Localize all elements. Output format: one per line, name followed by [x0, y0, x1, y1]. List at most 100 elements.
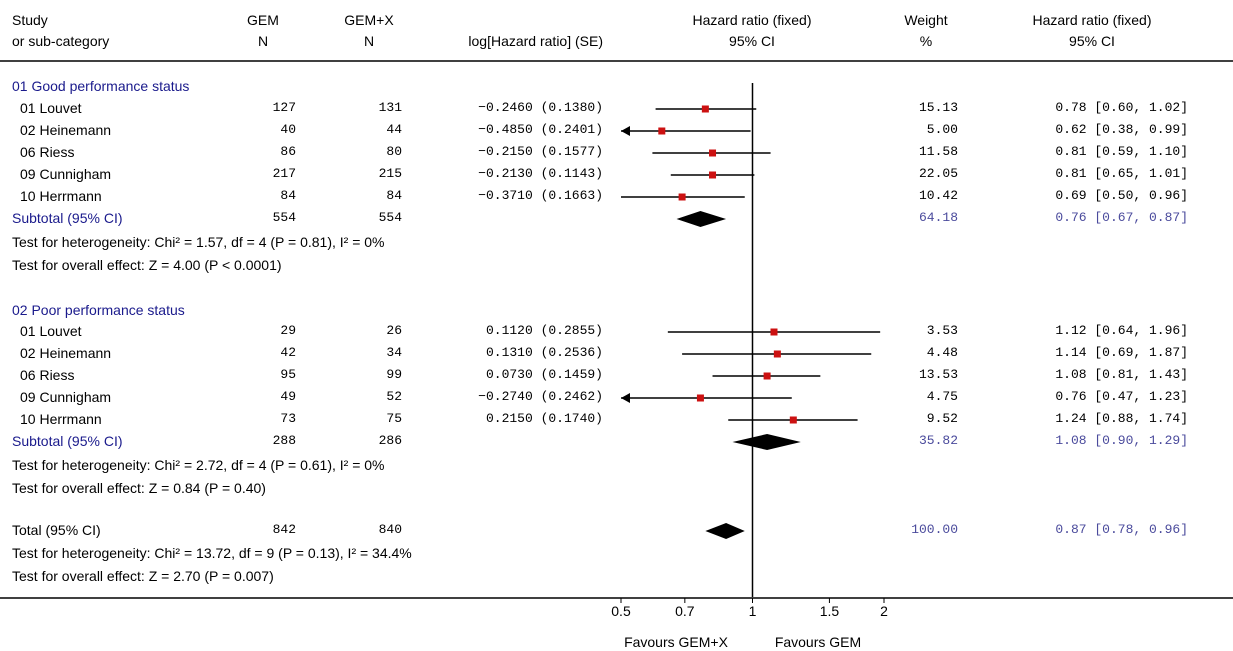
study-gemx-n: 44 — [386, 122, 402, 137]
x-tick-label: 2 — [880, 603, 888, 619]
header-loghr: log[Hazard ratio] (SE) — [468, 33, 603, 49]
study-loghr: −0.2130 (0.1143) — [478, 166, 603, 181]
study-weight: 10.42 — [918, 188, 958, 203]
header-gemx: GEM+X — [344, 12, 394, 28]
header-gemx-n: N — [363, 33, 375, 49]
x-tick-label: 1 — [748, 603, 757, 619]
study-hr-ci: 0.81 [0.65, 1.01] — [1055, 166, 1188, 181]
study-name: 02 Heinemann — [20, 122, 112, 138]
study-loghr: −0.3710 (0.1663) — [478, 188, 603, 203]
subtotal-gemx-n: 286 — [378, 433, 402, 448]
study-name: 10 Herrmann — [20, 188, 102, 204]
header-ci95: 95% CI — [729, 33, 775, 49]
subtotal-gemx-n: 554 — [378, 210, 402, 225]
header-gem-n: N — [257, 33, 269, 49]
subtotal-hr-ci: 0.76 [0.67, 0.87] — [1055, 210, 1188, 225]
subtotal-gem-n: 554 — [272, 210, 296, 225]
study-hr-ci: 0.78 [0.60, 1.02] — [1055, 100, 1188, 115]
study-gem-n: 95 — [280, 367, 296, 382]
x-tick-label: 1.5 — [819, 603, 840, 619]
subtotal-label: Subtotal (95% CI) — [12, 433, 123, 449]
subtotal-hr-ci: 1.08 [0.90, 1.29] — [1055, 433, 1188, 448]
study-name: 10 Herrmann — [20, 411, 102, 427]
subtotal-weight: 64.18 — [918, 210, 958, 225]
x-tick-label: 0.7 — [675, 603, 695, 619]
study-gem-n: 217 — [272, 166, 296, 181]
subtotal-diamond — [676, 211, 727, 227]
study-gemx-n: 131 — [378, 100, 402, 115]
ci-arrow-left — [621, 393, 630, 403]
favours-left-label: Favours GEM+X — [624, 634, 728, 650]
study-name: 06 Riess — [20, 144, 75, 160]
point-estimate — [789, 416, 797, 424]
study-gemx-n: 84 — [386, 188, 402, 203]
study-gemx-n: 80 — [386, 144, 402, 159]
study-loghr: 0.2150 (0.1740) — [485, 411, 603, 426]
point-estimate — [678, 193, 686, 201]
total-gem-n: 842 — [272, 522, 296, 537]
study-gem-n: 29 — [280, 323, 296, 338]
study-weight: 22.05 — [918, 166, 958, 181]
study-weight: 5.00 — [926, 122, 958, 137]
subtotal-weight: 35.82 — [918, 433, 958, 448]
study-loghr: −0.2740 (0.2462) — [478, 389, 603, 404]
group-title: 01 Good performance status — [12, 78, 190, 94]
point-estimate — [709, 171, 717, 179]
subtotal-label: Subtotal (95% CI) — [12, 210, 123, 226]
header-hr-fixed-2: Hazard ratio (fixed) — [1032, 12, 1152, 28]
x-tick-label: 0.5 — [611, 603, 631, 619]
study-loghr: 0.1120 (0.2855) — [485, 323, 603, 338]
total-label: Total (95% CI) — [12, 522, 101, 538]
study-gemx-n: 34 — [386, 345, 402, 360]
study-loghr: −0.2150 (0.1577) — [478, 144, 603, 159]
study-weight: 11.58 — [918, 144, 958, 159]
study-name: 02 Heinemann — [20, 345, 112, 361]
point-estimate — [709, 149, 717, 157]
study-hr-ci: 1.08 [0.81, 1.43] — [1055, 367, 1188, 382]
study-hr-ci: 0.81 [0.59, 1.10] — [1055, 144, 1188, 159]
study-hr-ci: 1.24 [0.88, 1.74] — [1055, 411, 1188, 426]
study-gemx-n: 75 — [386, 411, 402, 426]
study-weight: 13.53 — [918, 367, 958, 382]
study-name: 01 Louvet — [20, 100, 82, 116]
point-estimate — [658, 127, 666, 135]
study-gem-n: 40 — [280, 122, 296, 137]
group-title: 02 Poor performance status — [12, 302, 185, 318]
study-gem-n: 84 — [280, 188, 296, 203]
study-hr-ci: 0.76 [0.47, 1.23] — [1055, 389, 1188, 404]
study-name: 09 Cunnigham — [20, 389, 112, 405]
total-diamond — [705, 523, 745, 539]
header-subcategory: or sub-category — [12, 33, 110, 49]
total-gemx-n: 840 — [378, 522, 402, 537]
study-loghr: 0.0730 (0.1459) — [485, 367, 603, 382]
point-estimate — [773, 350, 781, 358]
favours-right-label: Favours GEM — [774, 634, 862, 650]
study-weight: 15.13 — [918, 100, 958, 115]
study-loghr: −0.2460 (0.1380) — [478, 100, 603, 115]
overall-effect-test: Test for overall effect: Z = 0.84 (P = 0… — [12, 480, 266, 496]
study-gem-n: 49 — [280, 389, 296, 404]
study-gemx-n: 26 — [386, 323, 402, 338]
study-weight: 4.75 — [926, 389, 958, 404]
study-name: 09 Cunnigham — [20, 166, 112, 182]
study-hr-ci: 1.14 [0.69, 1.87] — [1055, 345, 1188, 360]
ci-arrow-left — [621, 126, 630, 136]
header-study: Study — [12, 12, 48, 28]
study-gemx-n: 99 — [386, 367, 402, 382]
study-hr-ci: 1.12 [0.64, 1.96] — [1055, 323, 1188, 338]
overall-effect-test: Test for overall effect: Z = 4.00 (P < 0… — [12, 257, 282, 273]
point-estimate — [696, 394, 704, 402]
total-overall-effect-test: Test for overall effect: Z = 2.70 (P = 0… — [12, 568, 274, 584]
study-gem-n: 42 — [280, 345, 296, 360]
study-gem-n: 73 — [280, 411, 296, 426]
study-loghr: 0.1310 (0.2536) — [485, 345, 603, 360]
total-hr-ci: 0.87 [0.78, 0.96] — [1055, 522, 1188, 537]
header-weight-pct: % — [919, 33, 933, 49]
point-estimate — [763, 372, 771, 380]
subtotal-gem-n: 288 — [272, 433, 296, 448]
point-estimate — [770, 328, 778, 336]
header-ci95-2: 95% CI — [1069, 33, 1115, 49]
header-hr-fixed: Hazard ratio (fixed) — [692, 12, 812, 28]
subtotal-diamond — [732, 434, 801, 450]
heterogeneity-test: Test for heterogeneity: Chi² = 2.72, df … — [12, 457, 385, 473]
